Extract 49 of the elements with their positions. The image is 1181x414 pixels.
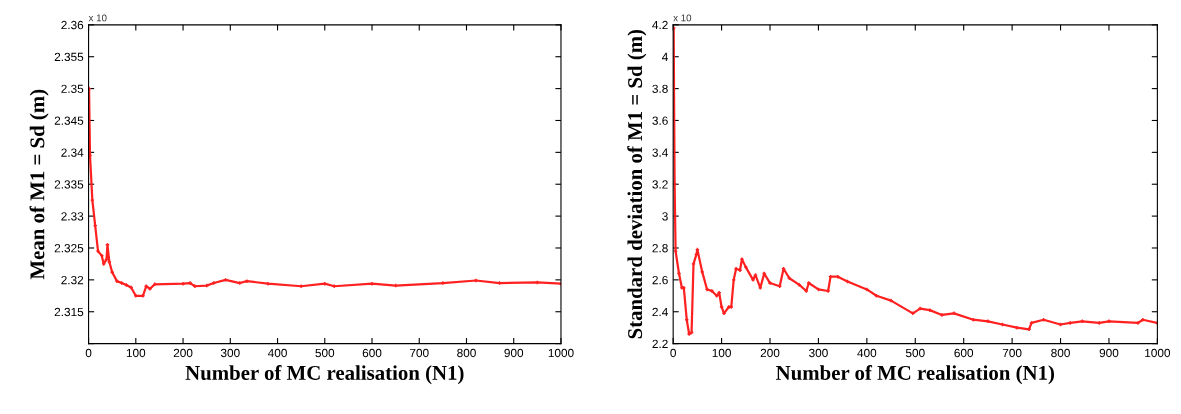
x-tick-label: 500 — [905, 348, 925, 358]
x-axis-title: Number of MC realisation (N1) — [776, 365, 1055, 385]
x-tick-label: 0 — [670, 348, 676, 358]
text: x 10 — [673, 14, 692, 22]
y-tick-label: 4 — [662, 52, 668, 61]
x-tick-label: 200 — [173, 348, 193, 358]
y-tick-label: 3.6 — [652, 116, 668, 125]
y-tick-label: 2.355 — [54, 52, 84, 62]
x-tick-label: 300 — [220, 348, 240, 358]
x-axis-title: Number of MC realisation (N1) — [185, 365, 464, 385]
y-tick-label: 3.2 — [652, 180, 668, 189]
x-tick-label: 500 — [315, 348, 335, 358]
y-tick-label: 4.2 — [652, 20, 668, 30]
y-tick-label: 3 — [662, 212, 668, 221]
y-tick-label: 2.345 — [54, 116, 84, 125]
x-tick-label: 300 — [809, 348, 828, 358]
x-tick-label: 600 — [954, 348, 974, 358]
x-tick-label: 600 — [362, 348, 382, 358]
x-tick-label: 800 — [1051, 348, 1070, 358]
y-tick-label: 2.32 — [61, 275, 84, 285]
y-tick-label: 2.36 — [61, 20, 84, 30]
y-tick-label: 2.325 — [54, 244, 84, 253]
x-tick-label: 900 — [504, 348, 524, 358]
y-tick-label: 3.4 — [652, 148, 668, 157]
x-tick-label: 400 — [857, 348, 877, 358]
y-axis-title: Standard deviation of M1 = Sd (m) — [627, 29, 647, 339]
x-tick-label: 700 — [1002, 348, 1022, 358]
x-tick-label: 100 — [712, 348, 731, 358]
y-tick-label: 2.8 — [652, 244, 668, 253]
x-tick-label: 400 — [267, 348, 287, 358]
x-tick-label: 200 — [760, 348, 780, 358]
y-tick-label: 2.34 — [61, 148, 84, 157]
y-tick-label: 2.335 — [54, 180, 84, 189]
y-tick-label: 2.4 — [652, 307, 668, 317]
y-tick-label: 3.8 — [652, 84, 668, 93]
y-tick-label: 2.35 — [61, 84, 84, 93]
x-tick-label: 1000 — [1145, 348, 1171, 358]
x-tick-label: 900 — [1099, 348, 1119, 358]
x-tick-label: 1000 — [548, 348, 574, 358]
y-tick-label: 2.2 — [652, 339, 668, 348]
x-tick-label: 700 — [410, 348, 429, 358]
text: x 10 — [88, 14, 107, 22]
x-tick-label: 800 — [457, 348, 476, 358]
y-axis-title: Mean of M1 = Sd (m) — [29, 89, 49, 280]
x-tick-label: 100 — [126, 348, 146, 358]
y-tick-label: 2.6 — [652, 275, 668, 285]
y-tick-label: 2.315 — [54, 307, 84, 317]
y-tick-label: 2.33 — [61, 212, 84, 221]
x-tick-label: 0 — [85, 348, 92, 358]
